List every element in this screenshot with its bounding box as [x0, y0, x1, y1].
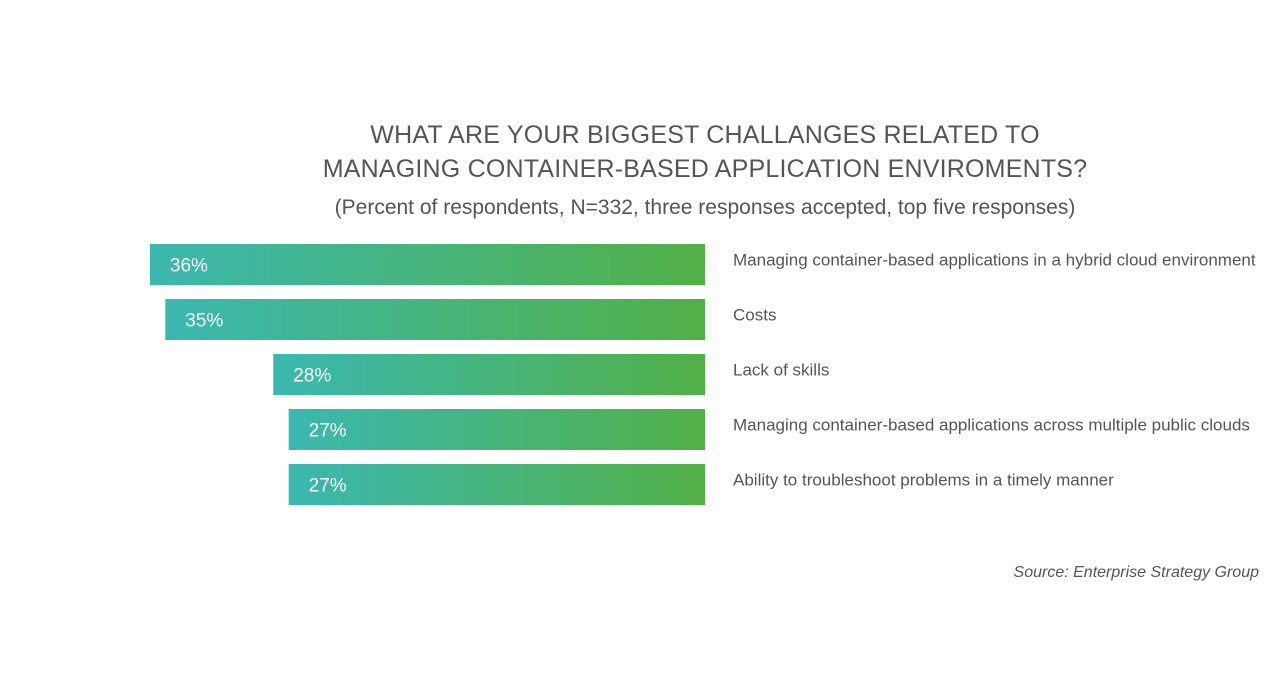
bar-1: [149, 244, 705, 285]
category-label-5: Ability to troubleshoot problems in a ti…: [733, 471, 1114, 490]
bar-5: [288, 464, 705, 505]
category-label-1: Managing container-based applications in…: [733, 251, 1256, 270]
chart-title-line-1: WHAT ARE YOUR BIGGEST CHALLANGES RELATED…: [370, 121, 1040, 149]
bar-4: [288, 409, 705, 450]
chart-title-line-2: MANAGING CONTAINER-BASED APPLICATION ENV…: [322, 155, 1088, 183]
bar-2: [165, 299, 706, 340]
bar-value-label-3: 28%: [293, 366, 331, 387]
category-label-3: Lack of skills: [733, 361, 829, 380]
bars-group: 36% Managing container-based applications…: [149, 244, 1256, 505]
bar-value-label-5: 27%: [309, 476, 347, 497]
bar-3: [273, 354, 705, 395]
category-label-4: Managing container-based applications ac…: [733, 416, 1250, 435]
bar-value-label-1: 36%: [170, 256, 208, 277]
chart-subtitle: (Percent of respondents, N=332, three re…: [334, 196, 1076, 219]
bar-value-label-4: 27%: [309, 421, 347, 442]
category-label-2: Costs: [733, 306, 776, 325]
source-note: Source: Enterprise Strategy Group: [1013, 564, 1259, 581]
bar-value-label-2: 35%: [185, 311, 223, 332]
